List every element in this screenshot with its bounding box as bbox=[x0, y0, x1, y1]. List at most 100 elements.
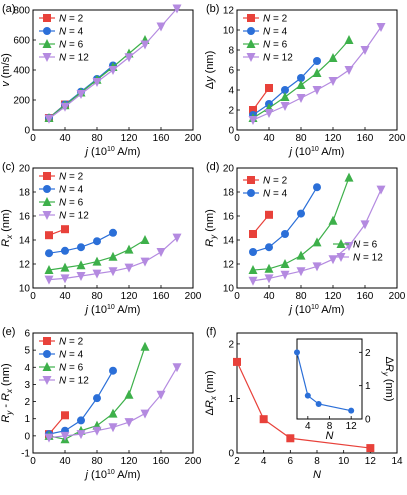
panel-label: (b) bbox=[206, 3, 219, 15]
y-tick-label: 1 bbox=[228, 394, 234, 405]
y-tick-label: 600 bbox=[13, 36, 30, 47]
y-axis-label: Ry - Rx (nm) bbox=[0, 363, 14, 422]
data-point bbox=[328, 77, 338, 86]
legend-label: N = 6 bbox=[59, 40, 84, 51]
data-point bbox=[124, 389, 134, 399]
y-tick-label: 20 bbox=[19, 164, 31, 175]
legend-label: N = 12 bbox=[353, 253, 383, 264]
x-axis-label: j (1010 A/m) bbox=[84, 304, 141, 316]
data-point bbox=[280, 102, 290, 111]
data-point bbox=[140, 341, 150, 351]
legend-marker bbox=[247, 14, 255, 22]
legend-label: N = 12 bbox=[59, 376, 89, 387]
data-point bbox=[45, 231, 53, 240]
data-point bbox=[296, 250, 306, 260]
data-point bbox=[249, 248, 257, 256]
inset-x-tick-label: 4 bbox=[305, 421, 311, 432]
y-tick-label: 6 bbox=[228, 66, 234, 77]
data-point bbox=[248, 265, 258, 274]
data-point bbox=[61, 411, 69, 420]
data-point bbox=[60, 274, 70, 284]
legend-label: N = 12 bbox=[263, 53, 293, 64]
legend-label: N = 2 bbox=[59, 337, 84, 348]
legend-label: N = 6 bbox=[263, 40, 288, 51]
y-tick-label: 10 bbox=[223, 26, 235, 37]
x-tick-label: 12 bbox=[365, 456, 377, 467]
x-tick-label: 120 bbox=[325, 133, 342, 144]
data-point bbox=[124, 418, 134, 428]
data-point bbox=[265, 210, 273, 219]
legend-label: N = 2 bbox=[59, 172, 84, 183]
axes-frame bbox=[236, 167, 398, 289]
panel-a: (a) 0 40 80 120 160 200 0 200 400 600 800 j (1010 A/… bbox=[0, 3, 202, 158]
x-tick-label: 40 bbox=[263, 133, 275, 144]
axes-frame bbox=[32, 332, 194, 454]
y-tick-label: 2 bbox=[228, 339, 234, 350]
data-point bbox=[312, 68, 322, 77]
legend-marker bbox=[42, 362, 52, 371]
x-tick-label: 200 bbox=[389, 133, 406, 144]
x-tick-label: 160 bbox=[357, 291, 374, 302]
x-tick-label: 200 bbox=[185, 133, 202, 144]
legend-label: N = 4 bbox=[263, 27, 288, 38]
data-point bbox=[360, 46, 370, 55]
data-point bbox=[140, 257, 150, 267]
legend-label: N = 12 bbox=[59, 211, 89, 222]
data-point bbox=[376, 185, 386, 195]
x-tick-label: 80 bbox=[91, 291, 103, 302]
legend-label: N = 12 bbox=[59, 53, 89, 64]
x-tick-label: 0 bbox=[234, 133, 240, 144]
data-point bbox=[172, 4, 182, 14]
y-tick-label: 200 bbox=[13, 96, 30, 107]
y-tick-label: 10 bbox=[19, 284, 31, 295]
legend-label: N = 4 bbox=[263, 189, 288, 200]
legend-marker bbox=[42, 211, 52, 220]
data-point bbox=[76, 430, 86, 440]
data-point bbox=[76, 272, 86, 281]
x-axis-label: j (1010 A/m) bbox=[84, 469, 141, 481]
data-point bbox=[156, 248, 166, 257]
x-tick-label: 4 bbox=[261, 456, 267, 467]
data-point bbox=[44, 114, 54, 124]
y-tick-label: 18 bbox=[19, 188, 31, 199]
legend-marker bbox=[247, 27, 255, 35]
inset-data-point bbox=[294, 349, 300, 356]
x-tick-label: 40 bbox=[59, 291, 71, 302]
x-tick-label: 120 bbox=[121, 291, 138, 302]
legend-label: N = 6 bbox=[353, 240, 378, 251]
inset-x-axis-label: N bbox=[326, 430, 334, 442]
data-point bbox=[93, 237, 101, 246]
y-tick-label: 12 bbox=[223, 6, 235, 17]
panel-label: (a) bbox=[2, 3, 15, 15]
x-tick-label: 80 bbox=[295, 291, 307, 302]
x-tick-label: 10 bbox=[338, 456, 350, 467]
legend-marker bbox=[247, 189, 255, 197]
data-point bbox=[344, 66, 354, 75]
x-tick-label: 160 bbox=[153, 456, 170, 467]
y-tick-label: 4 bbox=[24, 363, 30, 374]
y-tick-label: 14 bbox=[223, 236, 235, 247]
data-point bbox=[44, 275, 54, 285]
data-point bbox=[108, 423, 118, 433]
inset-data-point bbox=[348, 407, 355, 414]
legend-label: N = 6 bbox=[59, 363, 84, 374]
data-point bbox=[93, 394, 101, 403]
y-axis-label: Ry (nm) bbox=[204, 209, 218, 247]
series-line bbox=[236, 361, 371, 449]
x-tick-label: 80 bbox=[91, 456, 103, 467]
data-point bbox=[280, 259, 290, 268]
data-point bbox=[44, 433, 54, 443]
panel-label: (d) bbox=[206, 161, 219, 173]
data-point bbox=[313, 183, 321, 192]
data-point bbox=[312, 86, 322, 95]
y-tick-label: 18 bbox=[223, 188, 235, 199]
data-point bbox=[264, 263, 274, 273]
y-axis-label: Rx (nm) bbox=[0, 209, 14, 247]
data-point bbox=[344, 35, 354, 44]
inset-y-axis-label: ΔRy (nm) bbox=[381, 357, 395, 402]
data-point bbox=[45, 249, 53, 258]
x-tick-label: 160 bbox=[153, 133, 170, 144]
legend-label: N = 2 bbox=[263, 176, 288, 187]
